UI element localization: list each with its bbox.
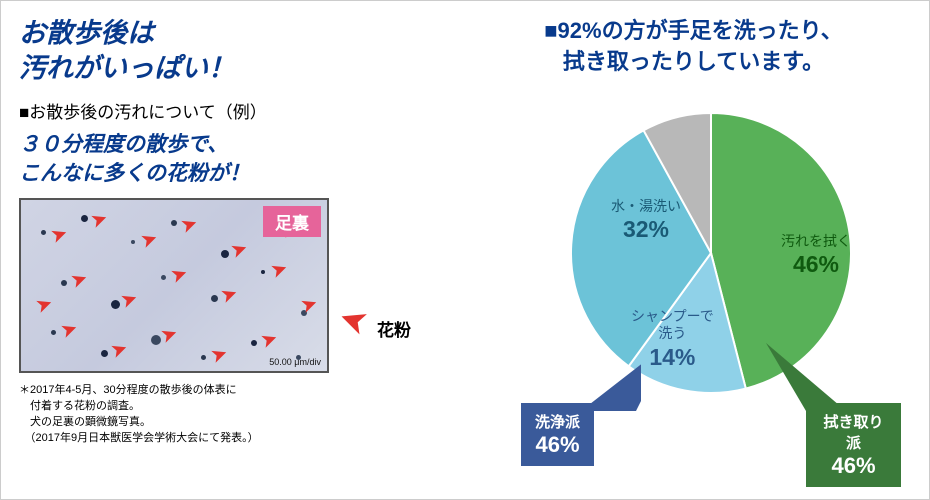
headline-l2: 汚れがいっぱい！ <box>19 53 235 83</box>
right-panel: ■92%の方が手足を洗ったり、 拭き取ったりしています。 洗浄派 46% 拭き取… <box>471 16 916 473</box>
callout-wash: 洗浄派 46% <box>521 403 594 466</box>
callout-wipe-pct: 46% <box>820 453 887 479</box>
callout-wash-title: 洗浄派 <box>535 411 580 432</box>
pollen-claim: ３０分程度の散歩で、 こんなに多くの花粉が！ <box>19 131 464 188</box>
pie-wrap: 洗浄派 46% 拭き取り派 46% 汚れを拭く46% シャンプーで洗う14% 水・湯… <box>471 93 901 473</box>
photo-scale: 50.00 μm/div <box>269 357 321 367</box>
headline-l1: お散歩後は <box>19 18 154 48</box>
fn2: 付着する花粉の調査。 <box>19 400 140 412</box>
callout-wipe-title: 拭き取り派 <box>820 411 887 453</box>
callout-wash-pct: 46% <box>535 432 580 458</box>
slice-label: 汚れを拭く46% <box>781 233 851 279</box>
slice-label: 水・湯洗い32% <box>611 198 681 244</box>
pollen-l1: ３０分程度の散歩で、 <box>19 133 228 156</box>
right-headline: ■92%の方が手足を洗ったり、 拭き取ったりしています。 <box>471 16 916 78</box>
microscope-photo: ➤➤➤➤➤➤➤➤➤➤➤➤➤➤➤➤➤➤ 足裏 50.00 μm/div <box>19 198 329 373</box>
rh2: 拭き取ったりしています。 <box>563 49 824 74</box>
pollen-label: 花粉 <box>377 316 411 341</box>
rh1: ■92%の方が手足を洗ったり、 <box>544 18 842 43</box>
pollen-l2: こんなに多くの花粉が！ <box>19 162 250 185</box>
fn3: 犬の足裏の顕微鏡写真。 <box>19 416 151 428</box>
subhead: ■お散歩後の汚れについて（例） <box>19 98 464 123</box>
photo-badge: 足裏 <box>263 206 321 237</box>
left-panel: お散歩後は 汚れがいっぱい！ ■お散歩後の汚れについて（例） ３０分程度の散歩で… <box>19 16 464 447</box>
fn1: ＊2017年4-5月、30分程度の散歩後の体表に <box>19 384 237 396</box>
pollen-arrow-icon: ➤ <box>333 297 373 344</box>
footnote: ＊2017年4-5月、30分程度の散歩後の体表に 付着する花粉の調査。 犬の足裏… <box>19 383 464 447</box>
slice-label: シャンプーで洗う14% <box>631 308 714 372</box>
headline: お散歩後は 汚れがいっぱい！ <box>19 16 464 86</box>
callout-wipe: 拭き取り派 46% <box>806 403 901 487</box>
fn4: （2017年9月日本獣医学会学術大会にて発表。） <box>19 432 259 444</box>
